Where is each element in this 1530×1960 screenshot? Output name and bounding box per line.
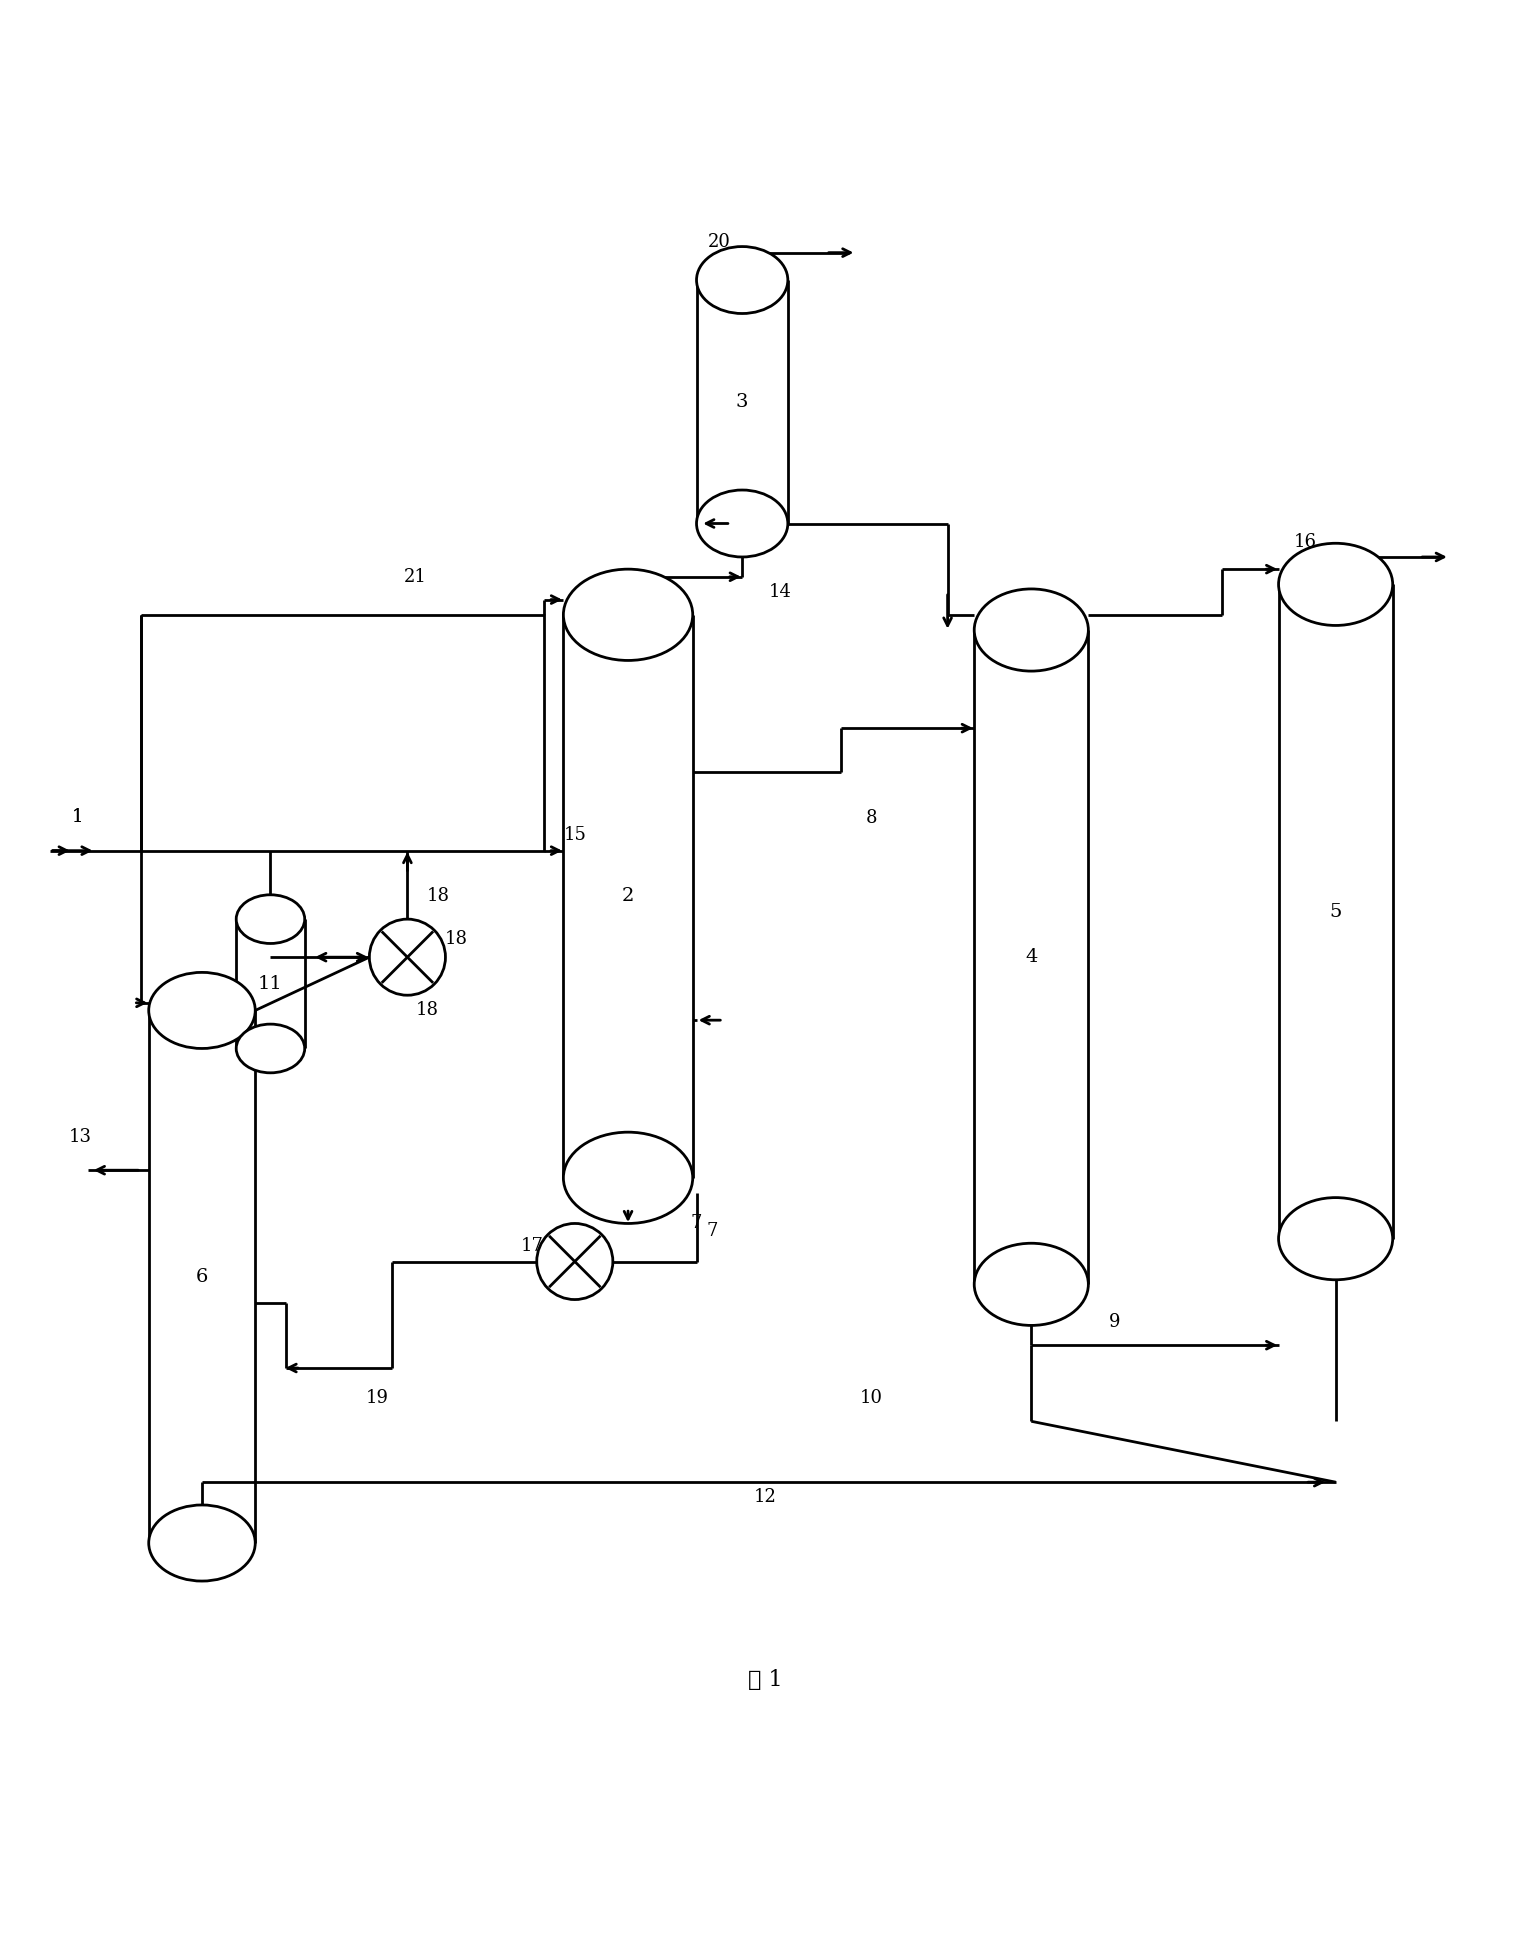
Text: 16: 16 <box>1294 533 1317 551</box>
Ellipse shape <box>148 972 256 1049</box>
Ellipse shape <box>563 568 693 661</box>
Text: 18: 18 <box>445 929 468 949</box>
Ellipse shape <box>975 1243 1088 1325</box>
Ellipse shape <box>563 1133 693 1223</box>
Text: 1: 1 <box>72 808 83 827</box>
Text: 2: 2 <box>621 888 635 906</box>
Ellipse shape <box>236 896 304 943</box>
Text: 21: 21 <box>404 568 427 586</box>
Text: 18: 18 <box>416 1002 439 1019</box>
Text: 9: 9 <box>1109 1313 1121 1331</box>
Text: 7: 7 <box>705 1223 718 1241</box>
Text: 5: 5 <box>1330 902 1342 921</box>
Text: 11: 11 <box>259 974 283 994</box>
Ellipse shape <box>696 490 788 557</box>
Text: 12: 12 <box>754 1488 776 1507</box>
Text: 10: 10 <box>860 1390 883 1407</box>
Ellipse shape <box>1279 543 1392 625</box>
Circle shape <box>369 919 445 996</box>
Ellipse shape <box>975 588 1088 670</box>
Text: 4: 4 <box>1025 949 1037 966</box>
Text: 19: 19 <box>366 1390 389 1407</box>
Ellipse shape <box>1279 1198 1392 1280</box>
Text: 20: 20 <box>708 233 731 251</box>
Text: 14: 14 <box>768 582 791 602</box>
Text: 3: 3 <box>736 392 748 412</box>
Ellipse shape <box>148 1505 256 1582</box>
Ellipse shape <box>236 1025 304 1072</box>
Text: 18: 18 <box>427 888 450 906</box>
Text: 8: 8 <box>866 809 877 827</box>
Text: 17: 17 <box>520 1237 543 1254</box>
Text: 1: 1 <box>72 808 83 827</box>
Text: 7: 7 <box>692 1215 702 1233</box>
Text: 图 1: 图 1 <box>748 1670 782 1691</box>
Text: 6: 6 <box>196 1268 208 1286</box>
Text: 13: 13 <box>69 1127 92 1147</box>
Ellipse shape <box>696 247 788 314</box>
Text: 15: 15 <box>563 827 586 845</box>
Circle shape <box>537 1223 614 1299</box>
